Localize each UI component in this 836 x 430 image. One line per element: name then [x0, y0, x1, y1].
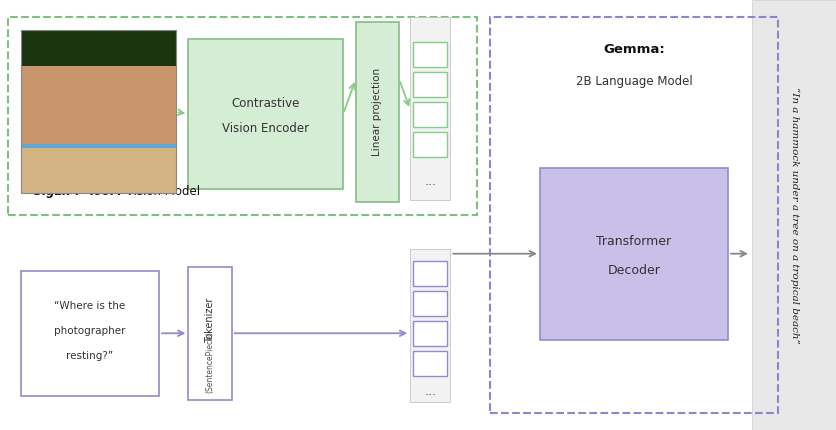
- FancyBboxPatch shape: [413, 72, 446, 97]
- Bar: [21, 144, 176, 194]
- FancyBboxPatch shape: [410, 249, 450, 402]
- FancyBboxPatch shape: [413, 261, 446, 286]
- Text: Tokenizer: Tokenizer: [205, 297, 215, 343]
- Text: Decoder: Decoder: [607, 264, 660, 277]
- FancyBboxPatch shape: [413, 132, 446, 157]
- Text: resting?”: resting?”: [66, 351, 114, 361]
- Bar: [21, 118, 176, 148]
- FancyBboxPatch shape: [751, 0, 836, 430]
- Text: ...: ...: [424, 385, 436, 398]
- Bar: [21, 30, 176, 122]
- Text: Gemma:: Gemma:: [603, 43, 664, 56]
- FancyBboxPatch shape: [413, 42, 446, 67]
- Text: SigLIP:: SigLIP:: [33, 185, 84, 198]
- FancyBboxPatch shape: [413, 351, 446, 376]
- Text: Vision Model: Vision Model: [122, 185, 200, 198]
- Bar: [21, 30, 176, 194]
- Text: “In a hammock under a tree on a tropical beach”: “In a hammock under a tree on a tropical…: [788, 86, 798, 344]
- Bar: [21, 66, 176, 144]
- Text: photographer: photographer: [54, 326, 125, 336]
- Text: 400M: 400M: [85, 185, 121, 198]
- Text: 2B Language Model: 2B Language Model: [575, 75, 691, 88]
- FancyBboxPatch shape: [188, 267, 232, 400]
- Text: (SentencePiece): (SentencePiece): [206, 332, 214, 393]
- FancyBboxPatch shape: [539, 168, 727, 340]
- FancyBboxPatch shape: [188, 39, 343, 189]
- FancyBboxPatch shape: [410, 17, 450, 200]
- FancyBboxPatch shape: [21, 271, 159, 396]
- Text: ...: ...: [424, 175, 436, 188]
- Text: “Where is the: “Where is the: [54, 301, 125, 311]
- Text: Linear projection: Linear projection: [372, 68, 382, 156]
- Bar: [21, 30, 176, 76]
- FancyBboxPatch shape: [413, 321, 446, 346]
- FancyBboxPatch shape: [413, 291, 446, 316]
- Text: Vision Encoder: Vision Encoder: [222, 123, 309, 135]
- Text: Contrastive: Contrastive: [232, 97, 299, 110]
- Text: Transformer: Transformer: [596, 235, 670, 248]
- FancyBboxPatch shape: [413, 102, 446, 127]
- FancyBboxPatch shape: [355, 22, 399, 202]
